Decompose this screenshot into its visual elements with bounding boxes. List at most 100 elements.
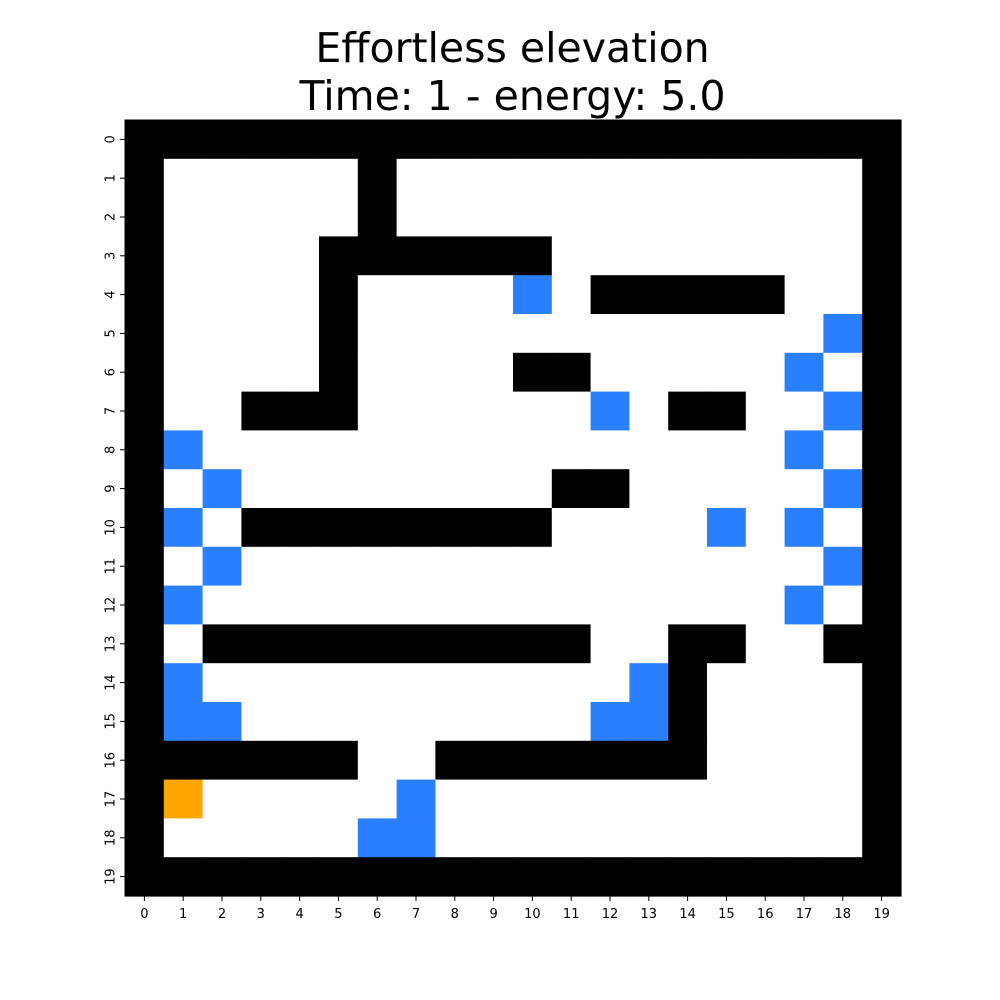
cell-wall [280,391,320,431]
cell-wall [125,469,165,509]
cell-wall [280,740,320,781]
cell-wall [474,857,514,897]
cell-empty [202,352,242,393]
cell-empty [280,779,320,819]
cell-empty [319,779,359,819]
y-tick-label: 10 [104,519,119,536]
x-tick-label: 0 [140,907,148,922]
cell-wall [396,857,436,897]
cell-wall [125,275,165,315]
cell-empty [474,546,514,587]
cell-empty [202,314,242,354]
cell-wall [551,352,592,393]
y-tick-label: 14 [104,674,119,691]
cell-wall [357,236,398,276]
cell-wall [629,120,669,160]
cell-empty [745,469,786,509]
x-tick-label: 10 [524,907,541,922]
cell-wall [862,391,902,431]
cell-empty [629,546,669,587]
cell-empty [784,391,824,431]
cell-empty [629,469,669,509]
cell-wall [125,818,165,858]
cell-empty [551,508,592,548]
cell-empty [435,663,475,703]
cell-agent [163,779,204,819]
cell-empty [357,275,398,315]
cell-empty [823,197,863,237]
cell-blue-tile [202,702,242,742]
cell-empty [396,740,436,781]
cell-wall [474,508,514,548]
cell-empty [590,430,630,470]
cell-empty [241,158,281,199]
cell-wall [668,663,708,703]
cell-wall [125,352,165,393]
cell-wall [745,275,786,315]
cell-wall [862,818,902,858]
cell-empty [513,702,553,742]
x-tick-label: 6 [373,907,381,922]
cell-empty [241,197,281,237]
cell-empty [707,779,747,819]
cell-wall [513,236,553,276]
cell-wall [163,857,204,897]
cell-blue-tile [823,391,863,431]
cell-empty [241,546,281,587]
cell-empty [241,702,281,742]
cell-empty [319,469,359,509]
cell-wall [319,314,359,354]
cell-wall [319,857,359,897]
cell-empty [202,275,242,315]
cell-empty [745,740,786,781]
cell-wall [357,508,398,548]
y-tick-label: 5 [104,329,119,337]
cell-wall [823,120,863,160]
cell-wall [125,779,165,819]
cell-empty [707,352,747,393]
y-tick-label: 13 [104,636,119,653]
x-tick-label: 8 [451,907,459,922]
cell-empty [784,158,824,199]
cell-empty [513,818,553,858]
cell-wall [241,624,281,664]
cell-empty [629,158,669,199]
cell-empty [202,158,242,199]
cell-wall [125,120,165,160]
cell-empty [629,818,669,858]
cell-empty [163,158,204,199]
cell-empty [319,663,359,703]
cell-empty [629,508,669,548]
cell-wall [125,857,165,897]
cell-empty [513,158,553,199]
cell-empty [241,469,281,509]
cell-empty [163,197,204,237]
cell-wall [435,120,475,160]
cell-wall [125,624,165,664]
cell-empty [474,352,514,393]
cell-empty [280,352,320,393]
cell-wall [319,275,359,315]
cell-empty [784,779,824,819]
cell-empty [629,197,669,237]
cell-empty [823,585,863,625]
cell-wall [551,857,592,897]
cell-wall [707,857,747,897]
cell-empty [823,818,863,858]
cell-empty [668,779,708,819]
cell-empty [668,352,708,393]
cell-wall [280,120,320,160]
cell-wall [125,236,165,276]
cell-empty [513,585,553,625]
cell-wall [435,624,475,664]
cell-wall [862,158,902,199]
cell-empty [551,158,592,199]
cell-empty [707,818,747,858]
cell-wall [357,857,398,897]
title-line-2: Time: 1 - energy: 5.0 [299,72,726,120]
cell-wall [668,702,708,742]
cell-wall [862,624,902,664]
cell-empty [551,197,592,237]
cell-empty [745,352,786,393]
cell-empty [474,702,514,742]
